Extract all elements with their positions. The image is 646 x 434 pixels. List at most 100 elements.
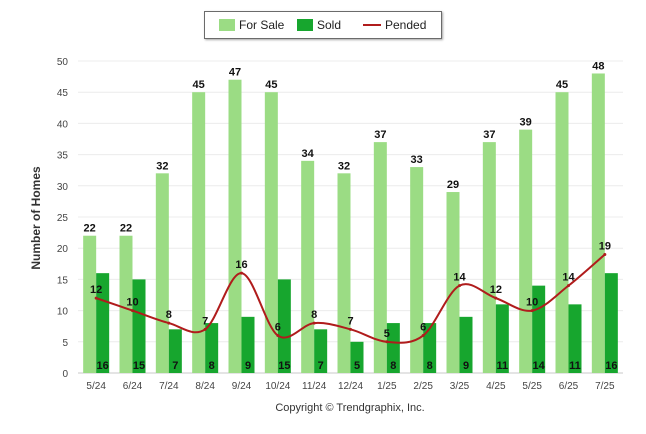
data-label-pended: 19: [599, 240, 611, 252]
data-label-pended: 12: [490, 284, 502, 296]
data-label-for-sale: 45: [265, 79, 277, 91]
pended-point: [167, 321, 171, 325]
y-tick-label: 0: [62, 369, 68, 380]
data-label-sold: 15: [278, 360, 290, 372]
y-tick-label: 50: [57, 57, 69, 68]
data-label-sold: 16: [97, 360, 109, 372]
data-label-sold: 9: [463, 360, 469, 372]
x-tick-label: 2/25: [413, 381, 433, 392]
x-tick-label: 7/24: [159, 381, 179, 392]
bar-for-sale: [119, 235, 133, 373]
data-label-for-sale: 29: [447, 179, 459, 191]
bar-for-sale: [591, 73, 605, 373]
legend-item-sold[interactable]: Sold: [297, 18, 341, 32]
data-label-for-sale: 33: [411, 154, 423, 166]
pended-point: [203, 327, 207, 331]
y-tick-label: 25: [57, 213, 69, 224]
x-tick-label: 10/24: [265, 381, 290, 392]
data-label-for-sale: 22: [84, 223, 96, 235]
legend-label-pended: Pended: [385, 18, 427, 32]
pended-point: [240, 271, 243, 275]
y-tick-label: 5: [62, 338, 68, 349]
data-label-pended: 12: [90, 284, 102, 296]
data-label-for-sale: 47: [229, 67, 241, 79]
bar-sold: [241, 316, 255, 373]
y-axis-ticks: 0 5 10 15 20 25 30 35 40 45 50: [57, 57, 69, 380]
data-label-pended: 14: [562, 272, 575, 284]
bar-sold: [96, 273, 110, 373]
bar-sold: [604, 273, 618, 373]
data-label-for-sale: 48: [592, 60, 604, 72]
pended-point: [494, 296, 498, 300]
data-label-for-sale: 22: [120, 223, 132, 235]
bar-sold: [205, 323, 219, 373]
bar-sold: [459, 316, 473, 373]
bar-sold: [350, 341, 364, 373]
x-axis-ticks: 5/24 6/24 7/24 8/24 9/24 10/24 11/24 12/24 1/25 2…: [86, 381, 615, 392]
y-tick-label: 10: [57, 307, 69, 318]
data-label-for-sale: 37: [374, 129, 386, 141]
legend-swatch-pended: [363, 24, 381, 26]
data-label-for-sale: 45: [193, 79, 205, 91]
legend-swatch-for-sale: [219, 19, 235, 31]
legend-label-sold: Sold: [317, 18, 342, 32]
data-label-sold: 8: [427, 360, 433, 372]
data-label-sold: 11: [497, 360, 509, 372]
bar-for-sale: [373, 142, 387, 373]
pended-point: [567, 284, 570, 288]
bar-for-sale: [155, 173, 169, 373]
data-label-pended: 6: [275, 322, 281, 334]
y-axis-label: Number of Homes: [29, 166, 43, 270]
bar-sold: [386, 323, 400, 373]
data-label-for-sale: 37: [483, 129, 495, 141]
x-tick-label: 3/25: [450, 381, 470, 392]
pended-point: [385, 340, 389, 344]
bar-sold: [495, 304, 509, 373]
data-label-sold: 15: [133, 360, 145, 372]
pended-point: [131, 309, 134, 313]
data-label-sold: 8: [390, 360, 396, 372]
data-label-sold: 8: [209, 360, 215, 372]
data-label-for-sale: 32: [338, 160, 350, 172]
legend-item-pended[interactable]: Pended: [363, 18, 426, 32]
pended-point: [349, 327, 352, 331]
y-tick-label: 30: [57, 182, 69, 193]
pended-line: [94, 252, 607, 344]
data-label-sold: 16: [605, 360, 617, 372]
data-label-sold: 5: [354, 360, 360, 372]
y-tick-label: 45: [57, 88, 69, 99]
data-label-pended: 10: [526, 297, 538, 309]
data-labels: 22 16 22 15 32 7 45 8 47 9 45 15 34 7 32 5 37 8 33 8 29 9 37 11…: [84, 60, 618, 372]
legend-item-for-sale[interactable]: For Sale: [219, 18, 284, 32]
data-label-pended: 6: [420, 322, 426, 334]
legend-label-for-sale: For Sale: [239, 18, 285, 32]
data-label-for-sale: 39: [520, 117, 532, 129]
bar-sold: [132, 279, 146, 373]
x-tick-label: 5/25: [522, 381, 542, 392]
bar-for-sale: [337, 173, 351, 373]
legend-swatch-sold: [297, 19, 313, 31]
data-label-sold: 7: [172, 360, 178, 372]
bar-for-sale: [410, 167, 424, 373]
y-tick-label: 40: [57, 119, 69, 130]
bar-for-sale: [555, 92, 569, 373]
bar-sold: [277, 279, 291, 373]
y-tick-label: 15: [57, 275, 69, 286]
data-label-pended: 8: [166, 309, 172, 321]
copyright-credit: Copyright © Trendgraphix, Inc.: [275, 402, 425, 414]
bar-for-sale: [264, 92, 278, 373]
data-label-sold: 9: [245, 360, 251, 372]
x-tick-label: 7/25: [595, 381, 615, 392]
data-label-for-sale: 34: [302, 148, 315, 160]
bars: [83, 73, 618, 373]
x-tick-label: 12/24: [338, 381, 363, 392]
x-tick-label: 4/25: [486, 381, 506, 392]
data-label-pended: 7: [347, 315, 353, 327]
bar-for-sale: [482, 142, 496, 373]
x-tick-label: 6/25: [559, 381, 579, 392]
data-label-for-sale: 32: [156, 160, 168, 172]
bar-for-sale: [446, 192, 460, 373]
data-label-pended: 8: [311, 309, 317, 321]
bar-for-sale: [228, 79, 242, 373]
